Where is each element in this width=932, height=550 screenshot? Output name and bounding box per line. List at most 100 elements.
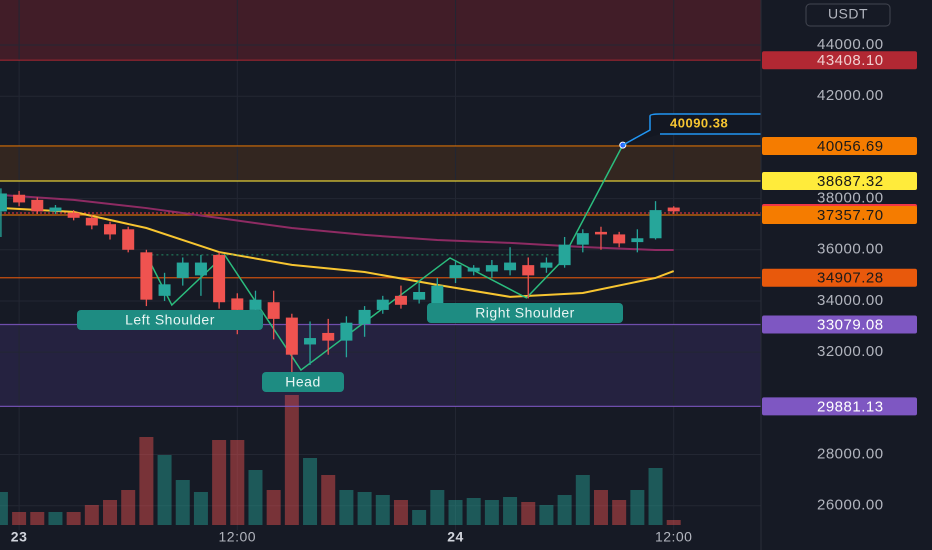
y-tick-label: 28000.00: [817, 445, 884, 462]
candle-body: [194, 262, 207, 276]
level-label: 38687.32: [817, 173, 884, 190]
candle-body: [122, 229, 135, 250]
zone: [0, 0, 761, 61]
candle-body: [467, 267, 480, 272]
volume-bar: [48, 512, 63, 525]
candle-body: [49, 207, 62, 212]
candle-body: [540, 262, 553, 268]
volume-bar: [575, 475, 590, 525]
candle-body: [213, 254, 226, 303]
volume-bar: [103, 500, 118, 525]
x-tick-label: 24: [447, 529, 464, 545]
volume-bar: [430, 490, 445, 525]
moving-average: [0, 207, 675, 298]
candle-body: [13, 194, 26, 203]
candle-body: [594, 231, 607, 235]
candle-body: [304, 338, 317, 345]
candle-body: [285, 317, 298, 355]
candle-body: [394, 295, 407, 305]
volume-bar: [321, 475, 336, 525]
volume-bar: [12, 512, 27, 525]
pattern-label-box: [427, 303, 623, 323]
zone: [0, 324, 761, 407]
candle-body: [413, 291, 426, 300]
volume-bar: [139, 437, 154, 525]
zone: [0, 145, 761, 182]
volume-bar: [466, 498, 481, 525]
volume-bar: [521, 502, 536, 525]
y-tick-label: 26000.00: [817, 497, 884, 514]
level-label: 33079.08: [817, 316, 884, 333]
currency-box: [805, 3, 891, 27]
volume-bar: [375, 495, 390, 525]
candle-body: [104, 224, 117, 235]
volume-bar: [193, 492, 208, 525]
pattern-line: [145, 144, 624, 372]
target-callout: [622, 113, 771, 146]
candle-body: [376, 299, 389, 310]
volume-bar: [0, 492, 8, 525]
level-label: 34907.28: [817, 270, 884, 287]
x-tick-label: 23: [11, 529, 28, 545]
volume-bar: [503, 497, 518, 525]
candle-body: [322, 332, 335, 341]
candle-body: [140, 252, 153, 300]
volume-bar: [448, 500, 463, 525]
plot-area: Left Shoulder Head Right Shoulder 40090.38 2…: [0, 0, 771, 545]
volume-bar: [612, 500, 627, 525]
pattern-label: Left Shoulder: [125, 312, 215, 328]
pattern-label: Right Shoulder: [475, 305, 575, 321]
candle-body: [358, 309, 371, 324]
level-label: 40056.69: [817, 138, 884, 155]
volume-bar: [212, 440, 227, 525]
volume-bar: [230, 440, 245, 525]
candle-body: [631, 238, 644, 243]
volume-bar: [593, 490, 608, 525]
candle-body: [176, 262, 189, 278]
candle-body: [267, 302, 280, 319]
level-label-box: [762, 397, 917, 416]
volume-bar: [175, 480, 190, 525]
y-tick-label: 32000.00: [817, 343, 884, 360]
level-label: 29881.13: [817, 398, 884, 415]
candle-body: [67, 212, 80, 218]
volume-bar: [157, 455, 172, 525]
level-label-box: [762, 172, 917, 191]
volume-bar: [121, 490, 136, 525]
candle-body: [504, 262, 517, 271]
y-tick-label: 36000.00: [817, 241, 884, 258]
candle-body: [558, 244, 571, 266]
level-label-box: [762, 268, 917, 287]
candle-body: [31, 199, 44, 212]
candle-body: [613, 234, 626, 244]
level-label-box: [762, 51, 917, 70]
candle-body: [85, 217, 98, 226]
y-tick-label: 42000.00: [817, 87, 884, 104]
volume-bar: [666, 520, 681, 525]
volume-bar: [266, 490, 281, 525]
y-tick-label: 38000.00: [817, 190, 884, 207]
candle-body: [158, 284, 171, 296]
currency: USDT: [828, 6, 868, 22]
x-tick-label: 12:00: [219, 529, 257, 545]
candle-body: [485, 265, 498, 272]
volume-bar: [84, 505, 99, 525]
volume-bar: [630, 490, 645, 525]
y-tick-label: 44000.00: [817, 36, 884, 53]
candle-body: [340, 322, 353, 341]
moving-average: [0, 194, 674, 252]
volume-bar: [557, 495, 572, 525]
level-label-box: [762, 206, 917, 225]
volume-bar: [539, 505, 554, 525]
pattern-label-box: [77, 310, 263, 330]
candle-body: [649, 210, 662, 239]
volume-bar: [248, 470, 263, 525]
level-label-box: [762, 315, 917, 334]
candle-body: [249, 299, 262, 310]
candle-body: [431, 285, 444, 305]
candle-body: [576, 233, 589, 245]
candle-body: [231, 298, 244, 310]
level-label: 43408.10: [817, 52, 884, 69]
